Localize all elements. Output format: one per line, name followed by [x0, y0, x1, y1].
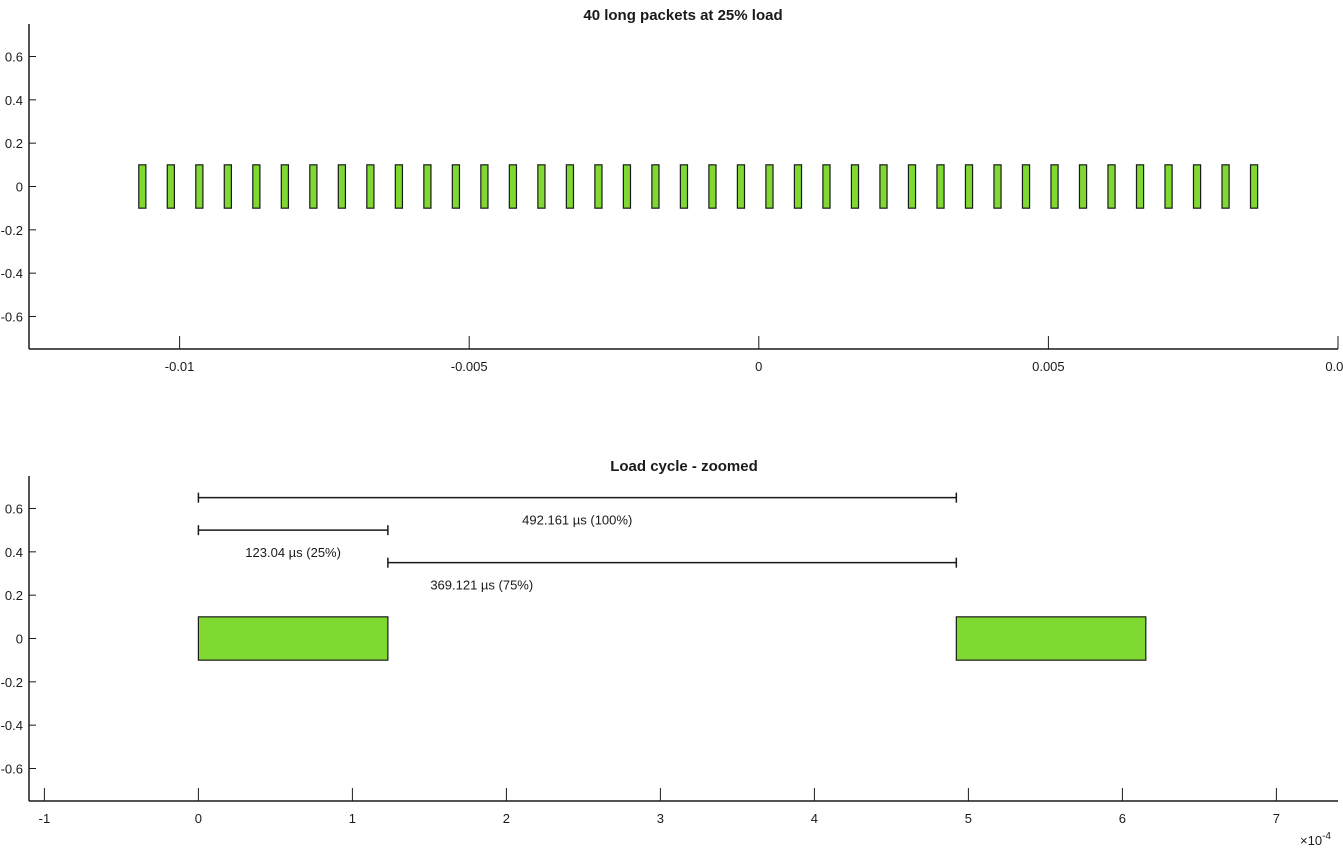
- packet-bar: [537, 164, 546, 209]
- x-exponent-base: ×10: [1300, 833, 1322, 848]
- top-x-tick-label: 0.005: [1032, 359, 1065, 374]
- bottom-y-tick-label: -0.2: [1, 675, 23, 690]
- bottom-x-tick-label: -1: [39, 811, 51, 826]
- top-chart-title: 40 long packets at 25% load: [583, 7, 782, 24]
- packet-bar: [594, 164, 603, 209]
- bottom-x-tick-label: 4: [811, 811, 818, 826]
- packet-bar: [1249, 164, 1259, 209]
- packet-bar: [423, 164, 432, 209]
- packet-bar: [337, 164, 347, 209]
- bottom-x-tick-label: 2: [503, 811, 510, 826]
- top-y-tick-label: 0.2: [5, 136, 23, 151]
- top-x-tick-label: 0.01: [1325, 359, 1343, 374]
- dimension-label: 492.161 µs (100%): [522, 512, 632, 527]
- packet-bar: [451, 164, 461, 209]
- bottom-x-tick-label: 7: [1273, 811, 1280, 826]
- top-chart-x-ticks: -0.01 -0.005 0 0.005 0.01: [165, 336, 1343, 374]
- packet-bar: [252, 164, 261, 209]
- packet-bar: [1078, 164, 1088, 209]
- packet-bar: [622, 164, 632, 209]
- packet-bar: [850, 164, 860, 209]
- top-chart-packets: [138, 164, 1259, 209]
- bottom-y-tick-label: 0: [16, 632, 23, 647]
- x-exponent-power: -4: [1322, 831, 1331, 842]
- bottom-x-tick-label: 5: [965, 811, 972, 826]
- top-y-tick-label: 0.6: [5, 50, 23, 65]
- top-y-tick-label: -0.4: [1, 266, 23, 281]
- packet-bar: [1221, 164, 1230, 209]
- packet-bar: [195, 164, 204, 209]
- packet-bar: [280, 164, 290, 209]
- bottom-x-tick-label: 6: [1119, 811, 1126, 826]
- top-chart-panel: 40 long packets at 25% load 0.60.40.20-0…: [1, 7, 1343, 374]
- bottom-chart-x-exponent: ×10-4: [1300, 831, 1331, 848]
- packet-bar: [955, 616, 1147, 661]
- dimension-label: 369.121 µs (75%): [430, 577, 533, 592]
- packet-bar: [964, 164, 974, 209]
- packet-bar: [879, 164, 888, 209]
- packet-bar: [166, 164, 175, 209]
- bottom-chart-title: Load cycle - zoomed: [610, 458, 758, 475]
- bottom-chart-y-ticks: 0.6 0.4 0.2 0 -0.2 -0.4 -0.6: [1, 502, 36, 777]
- packet-bar: [1050, 164, 1059, 209]
- packet-bar: [223, 164, 233, 209]
- bottom-y-tick-label: 0.4: [5, 545, 23, 560]
- packet-bar: [1164, 164, 1173, 209]
- bottom-y-tick-label: 0.6: [5, 502, 23, 517]
- packet-bar: [793, 164, 803, 209]
- packet-bar: [394, 164, 404, 209]
- packet-bar: [366, 164, 375, 209]
- packet-bar: [138, 164, 147, 209]
- bottom-x-tick-label: 3: [657, 811, 664, 826]
- packet-bar: [736, 164, 746, 209]
- bottom-y-tick-label: -0.4: [1, 718, 23, 733]
- packet-bar: [907, 164, 917, 209]
- bottom-chart-x-ticks: -1 0 1 2 3 4 5 6 7: [39, 788, 1280, 826]
- top-y-tick-label: -0.2: [1, 223, 23, 238]
- packet-bar: [508, 164, 518, 209]
- dimension-label: 123.04 µs (25%): [245, 545, 341, 560]
- top-x-tick-label: 0: [755, 359, 762, 374]
- bottom-y-tick-label: -0.6: [1, 762, 23, 777]
- bottom-chart-annotations: 492.161 µs (100%) 123.04 µs (25%) 369.121 …: [197, 492, 958, 592]
- packet-bar: [1192, 164, 1202, 209]
- bottom-chart-panel: Load cycle - zoomed 0.6 0.4 0.2 0 -0.2 -0.4 -0…: [1, 458, 1338, 848]
- packet-bar: [309, 164, 318, 209]
- packet-bar: [765, 164, 774, 209]
- bottom-y-tick-label: 0.2: [5, 588, 23, 603]
- packet-bar: [480, 164, 489, 209]
- packet-bar: [1107, 164, 1116, 209]
- top-y-tick-label: -0.6: [1, 310, 23, 325]
- top-chart-y-ticks: 0.6 0.4 0.2 0 -0.2 -0.4 -0.6: [1, 50, 36, 325]
- packet-bar: [993, 164, 1002, 209]
- packet-bar: [1135, 164, 1145, 209]
- packet-bar: [565, 164, 575, 209]
- packet-bar: [708, 164, 717, 209]
- packet-bar: [936, 164, 945, 209]
- packet-bar: [651, 164, 660, 209]
- top-x-tick-label: -0.005: [451, 359, 488, 374]
- top-x-tick-label: -0.01: [165, 359, 195, 374]
- bottom-x-tick-label: 1: [349, 811, 356, 826]
- packet-bar: [197, 616, 389, 661]
- top-y-tick-label: 0: [16, 180, 23, 195]
- bottom-x-tick-label: 0: [195, 811, 202, 826]
- packet-bar: [679, 164, 689, 209]
- packet-bar: [822, 164, 831, 209]
- bottom-chart-packets: [197, 616, 1147, 661]
- top-y-tick-label: 0.4: [5, 93, 23, 108]
- packet-bar: [1021, 164, 1031, 209]
